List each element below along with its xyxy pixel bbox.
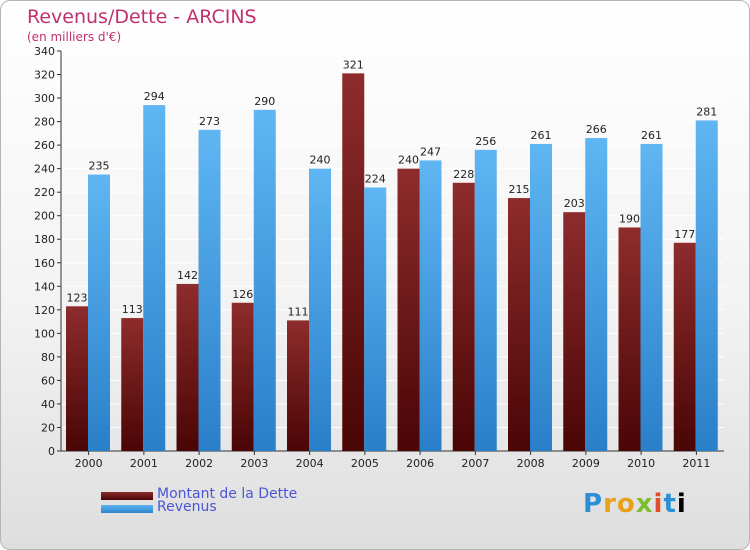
data-labels: 1232351132941422731262901112403212242402… [67,58,718,318]
bar-dette [231,302,254,451]
logo-letter: i [653,489,664,519]
data-label: 240 [398,154,419,167]
y-tick-label: 0 [48,445,55,458]
x-tick-label: 2010 [627,457,655,470]
x-tick-label: 2007 [461,457,489,470]
y-tick-label: 320 [34,69,55,82]
bar-revenus [364,187,387,451]
bar-revenus [143,105,166,451]
x-tick-label: 2004 [296,457,324,470]
data-label: 235 [89,160,110,173]
logo-letter: P [583,489,604,519]
data-label: 177 [674,228,695,241]
data-label: 228 [453,168,474,181]
bar-dette [508,198,530,451]
bar-revenus [419,160,442,452]
x-tick-label: 2000 [75,457,103,470]
y-tick-label: 260 [34,139,55,152]
logo-letter: x [635,489,654,519]
axes: 0 20 40 60 80 100 120 140 160 180 200 220 240 260 280 3… [34,45,724,470]
bar-dette [342,73,365,452]
logo-letter: t [663,489,677,519]
y-tick-label: 40 [41,398,55,411]
x-tick-label: 2003 [240,457,268,470]
bar-revenus [88,174,110,451]
data-label: 240 [310,154,331,167]
legend-swatch-dette [101,492,153,500]
data-label: 281 [696,105,717,118]
x-tick-label: 2002 [185,457,213,470]
y-tick-label: 200 [34,210,55,223]
data-label: 261 [641,129,662,142]
data-label: 321 [343,58,364,71]
y-tick-label: 160 [34,257,55,270]
y-tick-label: 100 [34,327,55,340]
y-tick-label: 120 [34,304,55,317]
y-tick-label: 140 [34,280,55,293]
bar-revenus [198,129,221,451]
bar-dette [452,182,475,451]
bar-revenus [474,149,497,451]
bar-dette [673,242,696,451]
data-label: 142 [177,269,198,282]
data-label: 215 [509,183,530,196]
y-tick-label: 340 [34,45,55,58]
y-tick-label: 60 [41,374,55,387]
bar-dette [66,306,88,451]
logo-letter: o [616,489,636,519]
bar-dette [618,227,641,451]
x-tick-label: 2001 [130,457,158,470]
bar-dette [121,318,144,451]
data-label: 247 [420,145,441,158]
legend-label-revenus: Revenus [157,499,217,515]
y-tick-label: 300 [34,92,55,105]
data-label: 266 [586,123,607,136]
data-label: 123 [67,291,88,304]
bar-dette [176,283,199,451]
legend-label-dette: Montant de la Dette [157,486,298,502]
x-tick-label: 2011 [682,457,710,470]
bar-revenus [585,138,608,451]
grid-lines [61,50,724,428]
data-label: 224 [365,172,386,185]
bar-dette [397,168,420,451]
y-tick-label: 220 [34,186,55,199]
bar-revenus [309,168,331,451]
bars [66,73,718,452]
y-tick-label: 20 [41,421,55,434]
data-label: 190 [619,212,640,225]
bar-dette [287,320,309,451]
data-label: 203 [564,197,585,210]
bar-revenus [253,109,276,451]
y-tick-label: 80 [41,351,55,364]
data-label: 126 [232,288,253,301]
data-label: 290 [254,95,275,108]
data-label: 111 [288,305,309,318]
bar-revenus [640,143,663,452]
bar-dette [563,212,586,451]
data-label: 294 [144,90,165,103]
proxiti-logo: Proxiti [583,489,687,519]
logo-letter: i [676,489,687,519]
y-tick-label: 240 [34,163,55,176]
data-label: 113 [122,303,143,316]
bar-revenus [695,120,718,451]
y-tick-label: 180 [34,233,55,246]
data-label: 261 [531,129,552,142]
y-tick-label: 280 [34,116,55,129]
data-label: 256 [475,135,496,148]
x-tick-label: 2006 [406,457,434,470]
x-tick-label: 2005 [351,457,379,470]
bar-revenus [530,143,552,452]
x-tick-label: 2008 [517,457,545,470]
logo-letter: r [603,489,617,519]
legend-swatch-revenus [101,505,153,513]
x-tick-label: 2009 [572,457,600,470]
data-label: 273 [199,115,220,128]
chart-subtitle: (en milliers d'€) [27,30,122,44]
chart-title: Revenus/Dette - ARCINS [27,6,257,28]
